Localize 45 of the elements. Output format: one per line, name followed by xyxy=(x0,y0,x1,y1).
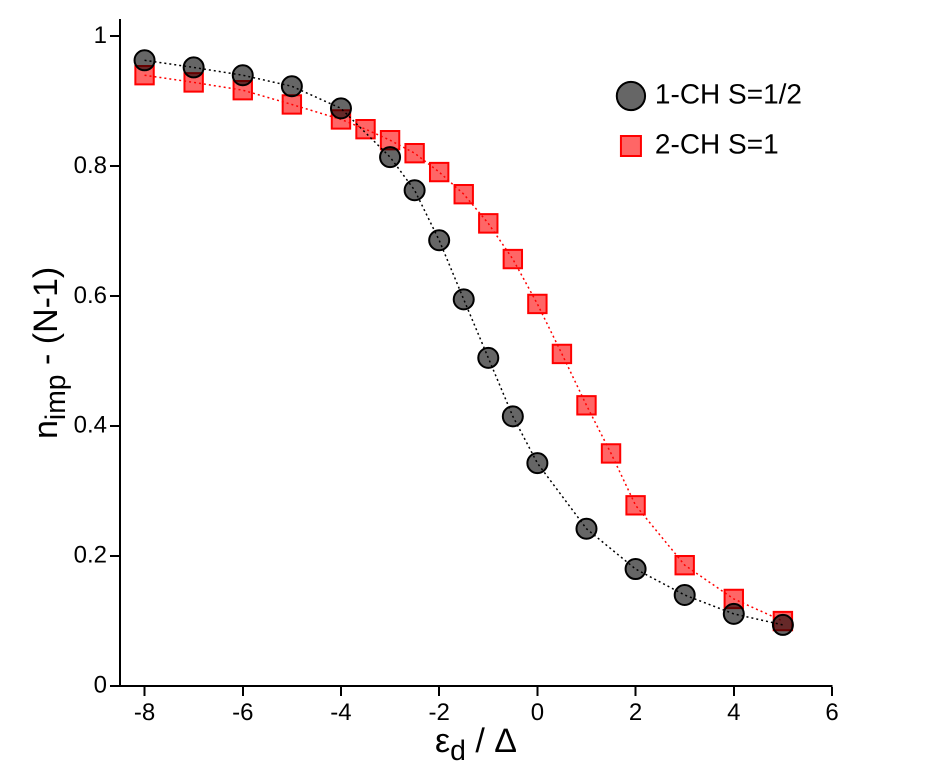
point xyxy=(428,162,450,182)
point xyxy=(282,94,302,115)
point xyxy=(280,75,303,98)
point xyxy=(452,288,475,310)
y-tick-label: 0.2 xyxy=(74,542,107,569)
point xyxy=(674,584,696,606)
x-tick-label: 2 xyxy=(628,699,642,726)
x-tick-label: -8 xyxy=(134,699,156,726)
point xyxy=(404,143,425,164)
point xyxy=(404,179,426,202)
x-tick-label: -6 xyxy=(232,699,254,726)
x-tick-label: 6 xyxy=(825,699,839,726)
point xyxy=(134,49,156,72)
legend-label: 2-CH S=1 xyxy=(654,128,779,160)
y-tick-label: 1 xyxy=(94,22,107,49)
point xyxy=(624,558,647,580)
point xyxy=(478,213,498,234)
point xyxy=(379,146,402,168)
point xyxy=(526,452,548,474)
point xyxy=(477,346,500,369)
point xyxy=(454,184,474,204)
y-tick-label: 0 xyxy=(94,672,107,699)
point xyxy=(576,395,597,416)
point xyxy=(330,97,352,120)
point xyxy=(428,229,450,252)
point xyxy=(182,56,205,78)
point xyxy=(625,495,646,516)
point xyxy=(502,248,524,270)
point xyxy=(502,405,524,428)
x-tick-label: 4 xyxy=(727,699,740,726)
x-tick-label: 0 xyxy=(530,699,544,726)
legend-label: 1-CH S=1/2 xyxy=(654,78,802,110)
point xyxy=(232,64,254,86)
point xyxy=(552,344,572,364)
point xyxy=(575,518,598,540)
y-tick-label: 0.6 xyxy=(74,282,107,309)
y-tick-label: 0.4 xyxy=(74,412,107,439)
point xyxy=(722,602,745,625)
point xyxy=(772,614,794,636)
point xyxy=(674,554,695,576)
point xyxy=(527,294,548,314)
y-tick-label: 0.8 xyxy=(74,152,107,179)
point xyxy=(600,443,622,464)
point xyxy=(355,118,376,140)
x-tick-label: -4 xyxy=(330,699,352,726)
